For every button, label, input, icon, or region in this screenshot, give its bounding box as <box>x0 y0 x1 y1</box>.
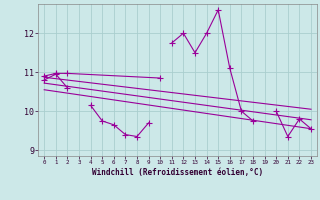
X-axis label: Windchill (Refroidissement éolien,°C): Windchill (Refroidissement éolien,°C) <box>92 168 263 177</box>
